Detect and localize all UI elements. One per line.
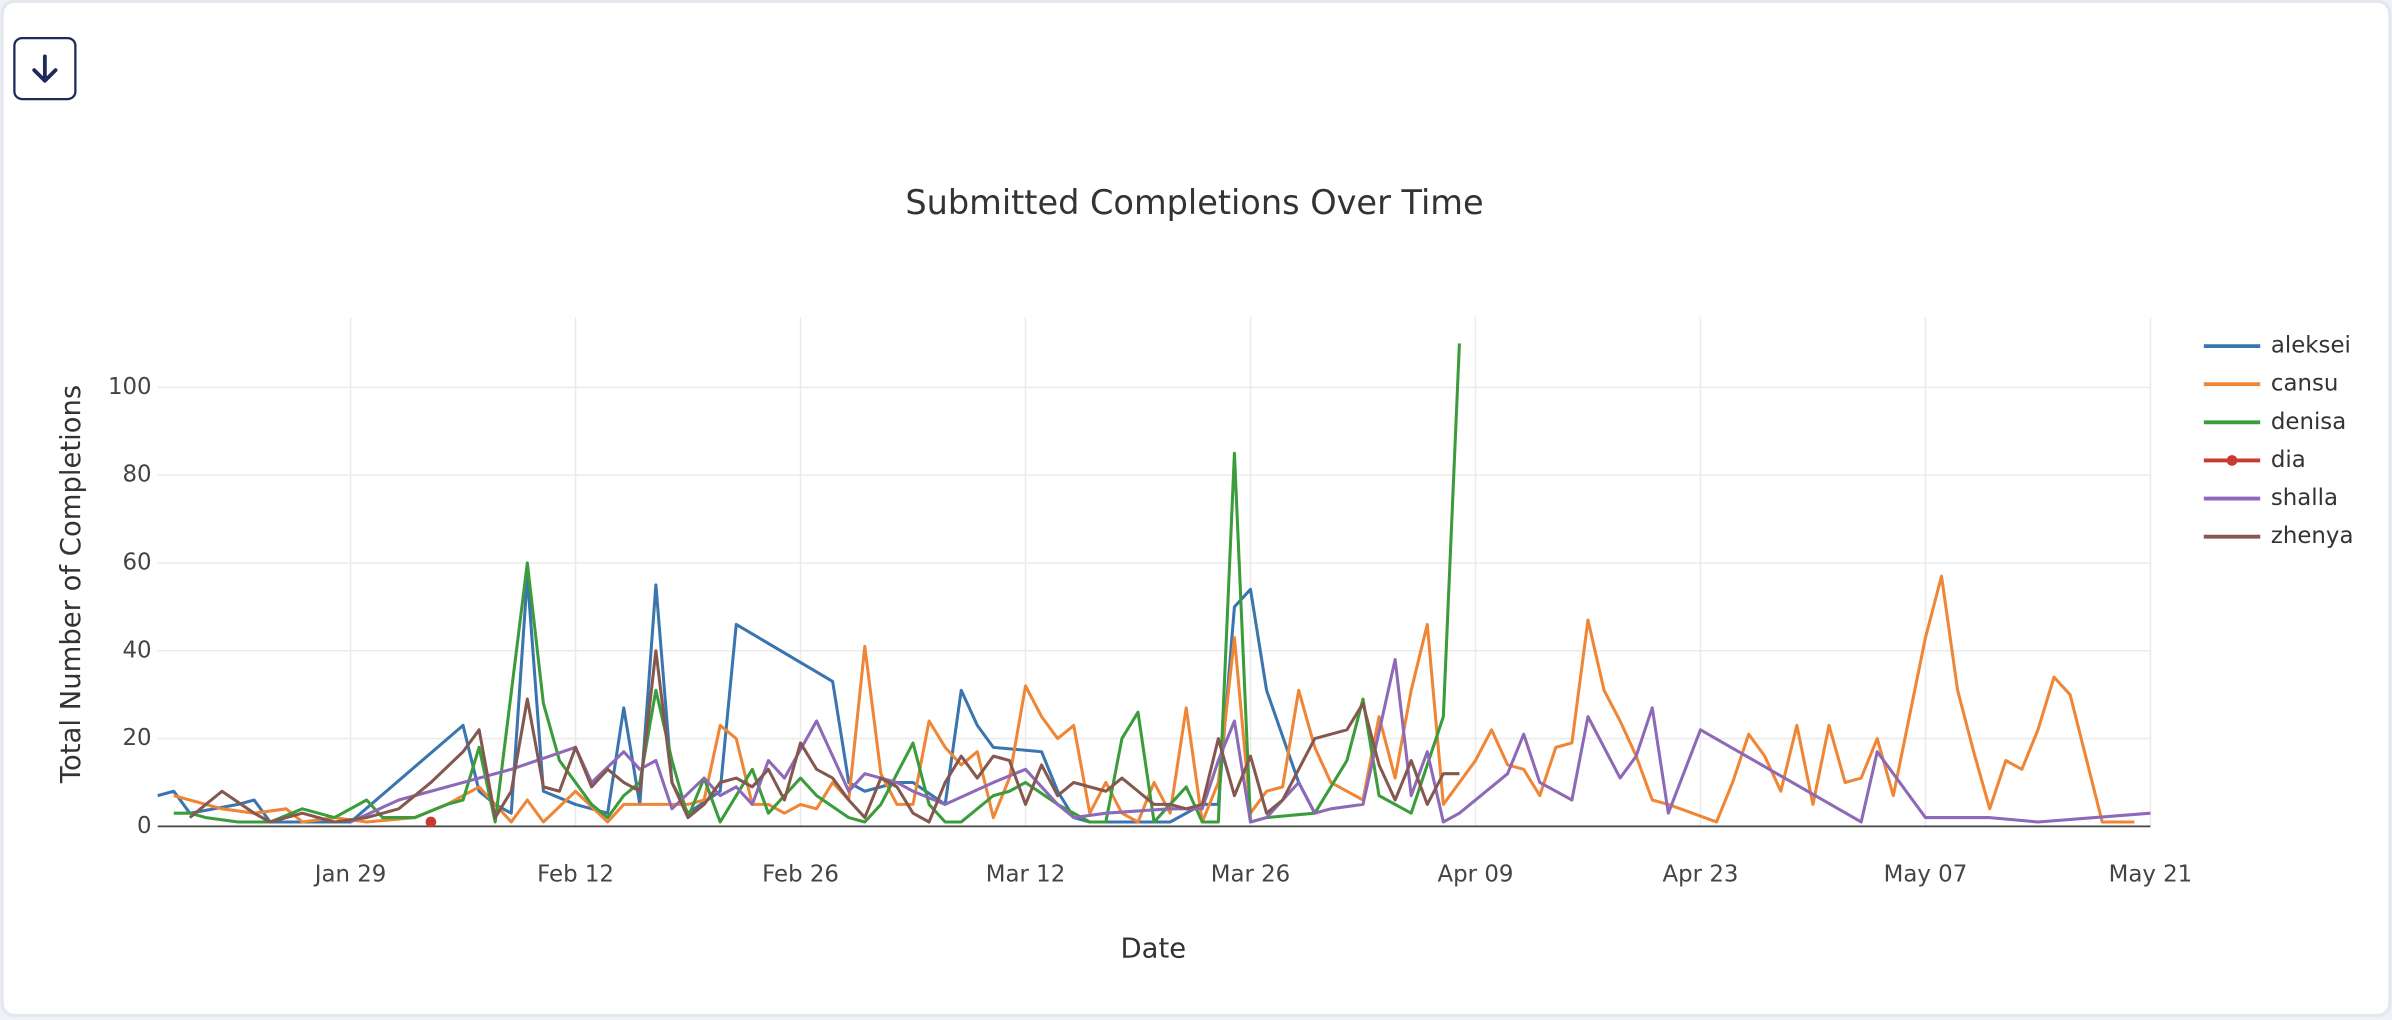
x-tick-label: May 07 <box>1884 862 1968 888</box>
series-line <box>173 343 1461 824</box>
y-tick-label: 80 <box>123 462 152 488</box>
x-tick-label: Jan 29 <box>313 862 387 888</box>
download-button[interactable] <box>13 36 77 101</box>
y-tick-label: 40 <box>123 637 152 663</box>
y-tick-label: 100 <box>108 374 152 400</box>
series-marker <box>425 816 437 828</box>
plot-area <box>157 343 2151 828</box>
y-tick-label: 20 <box>123 725 152 751</box>
series-line <box>173 574 2135 824</box>
series-line <box>188 649 1460 824</box>
legend-label: cansu <box>2271 371 2338 397</box>
x-tick-label: Mar 12 <box>986 862 1065 888</box>
y-tick-label: 60 <box>123 549 152 575</box>
x-tick-label: Apr 23 <box>1663 862 1739 888</box>
download-icon[interactable] <box>32 54 58 83</box>
chart-title: Submitted Completions Over Time <box>905 183 1483 222</box>
x-tick-label: May 21 <box>2109 862 2193 888</box>
y-tick-label: 0 <box>137 813 152 839</box>
x-axis-title: Date <box>1121 933 1187 964</box>
legend-label: aleksei <box>2271 333 2351 359</box>
x-tick-label: Feb 26 <box>762 862 839 888</box>
legend: aleksei cansu denisa dia shalla zhenya <box>2203 333 2354 549</box>
x-tick-label: Mar 26 <box>1211 862 1290 888</box>
legend-label: zhenya <box>2271 523 2354 549</box>
x-tick-label: Feb 12 <box>537 862 614 888</box>
x-tick-label: Apr 09 <box>1438 862 1514 888</box>
legend-label: shalla <box>2271 485 2338 511</box>
legend-label: denisa <box>2271 409 2346 435</box>
series-line <box>349 658 2151 824</box>
legend-marker <box>2226 455 2238 466</box>
series-line <box>157 574 1317 824</box>
y-axis-title: Total Number of Completions <box>56 385 87 784</box>
grid: Jan 29 Feb 12 Feb 26 Mar 12 Mar 26 Apr 09 Apr … <box>108 317 2192 888</box>
legend-label: dia <box>2271 447 2306 473</box>
